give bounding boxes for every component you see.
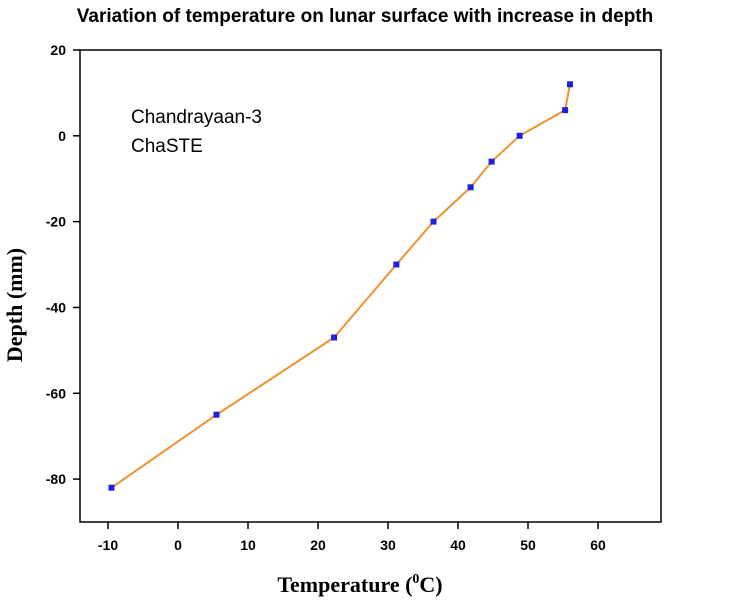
chart-annotation: Chandrayaan-3 ChaSTE [131,107,262,157]
series-line [110,84,571,489]
x-axis-title: Temperature (0C) [277,572,442,597]
y-tick-label: 20 [50,42,66,58]
y-tick-label: -40 [46,299,66,315]
x-axis-label-unit: C) [419,572,442,597]
y-tick-label: -60 [46,385,66,401]
x-tick-label: 0 [174,537,182,553]
x-tick-label: 50 [520,537,536,553]
x-axis-label-superscript: 0 [412,572,419,587]
plot-area [79,49,662,523]
y-tick-label: 0 [58,128,66,144]
data-point [562,107,569,114]
x-tick-label: 40 [450,537,466,553]
data-point [213,411,220,418]
x-tick-label: 30 [380,537,396,553]
x-tick-label: 60 [590,537,606,553]
x-tick-label: -10 [98,537,118,553]
chart-title: Variation of temperature on lunar surfac… [77,6,653,27]
y-axis-label: Depth (mm) [2,248,27,362]
x-tick-label: 20 [310,537,326,553]
y-tick-label: -80 [46,471,66,487]
x-axis: -10 0 10 20 30 40 50 60 [98,522,606,553]
y-tick-label: -20 [46,214,66,230]
annotation-instrument: ChaSTE [131,136,203,157]
data-point [430,218,437,225]
series-layer [108,81,573,491]
data-point [331,334,338,341]
data-point [108,484,115,491]
x-tick-label: 10 [240,537,256,553]
y-axis: 20 0 -20 -40 -60 -80 [46,42,80,487]
x-axis-label: Temperature ( [277,572,412,597]
data-point [567,81,573,88]
plot-frame [79,49,662,523]
data-point [516,132,523,139]
data-point [393,261,400,268]
data-point [488,158,495,165]
annotation-mission: Chandrayaan-3 [131,107,262,128]
data-point [467,184,474,191]
